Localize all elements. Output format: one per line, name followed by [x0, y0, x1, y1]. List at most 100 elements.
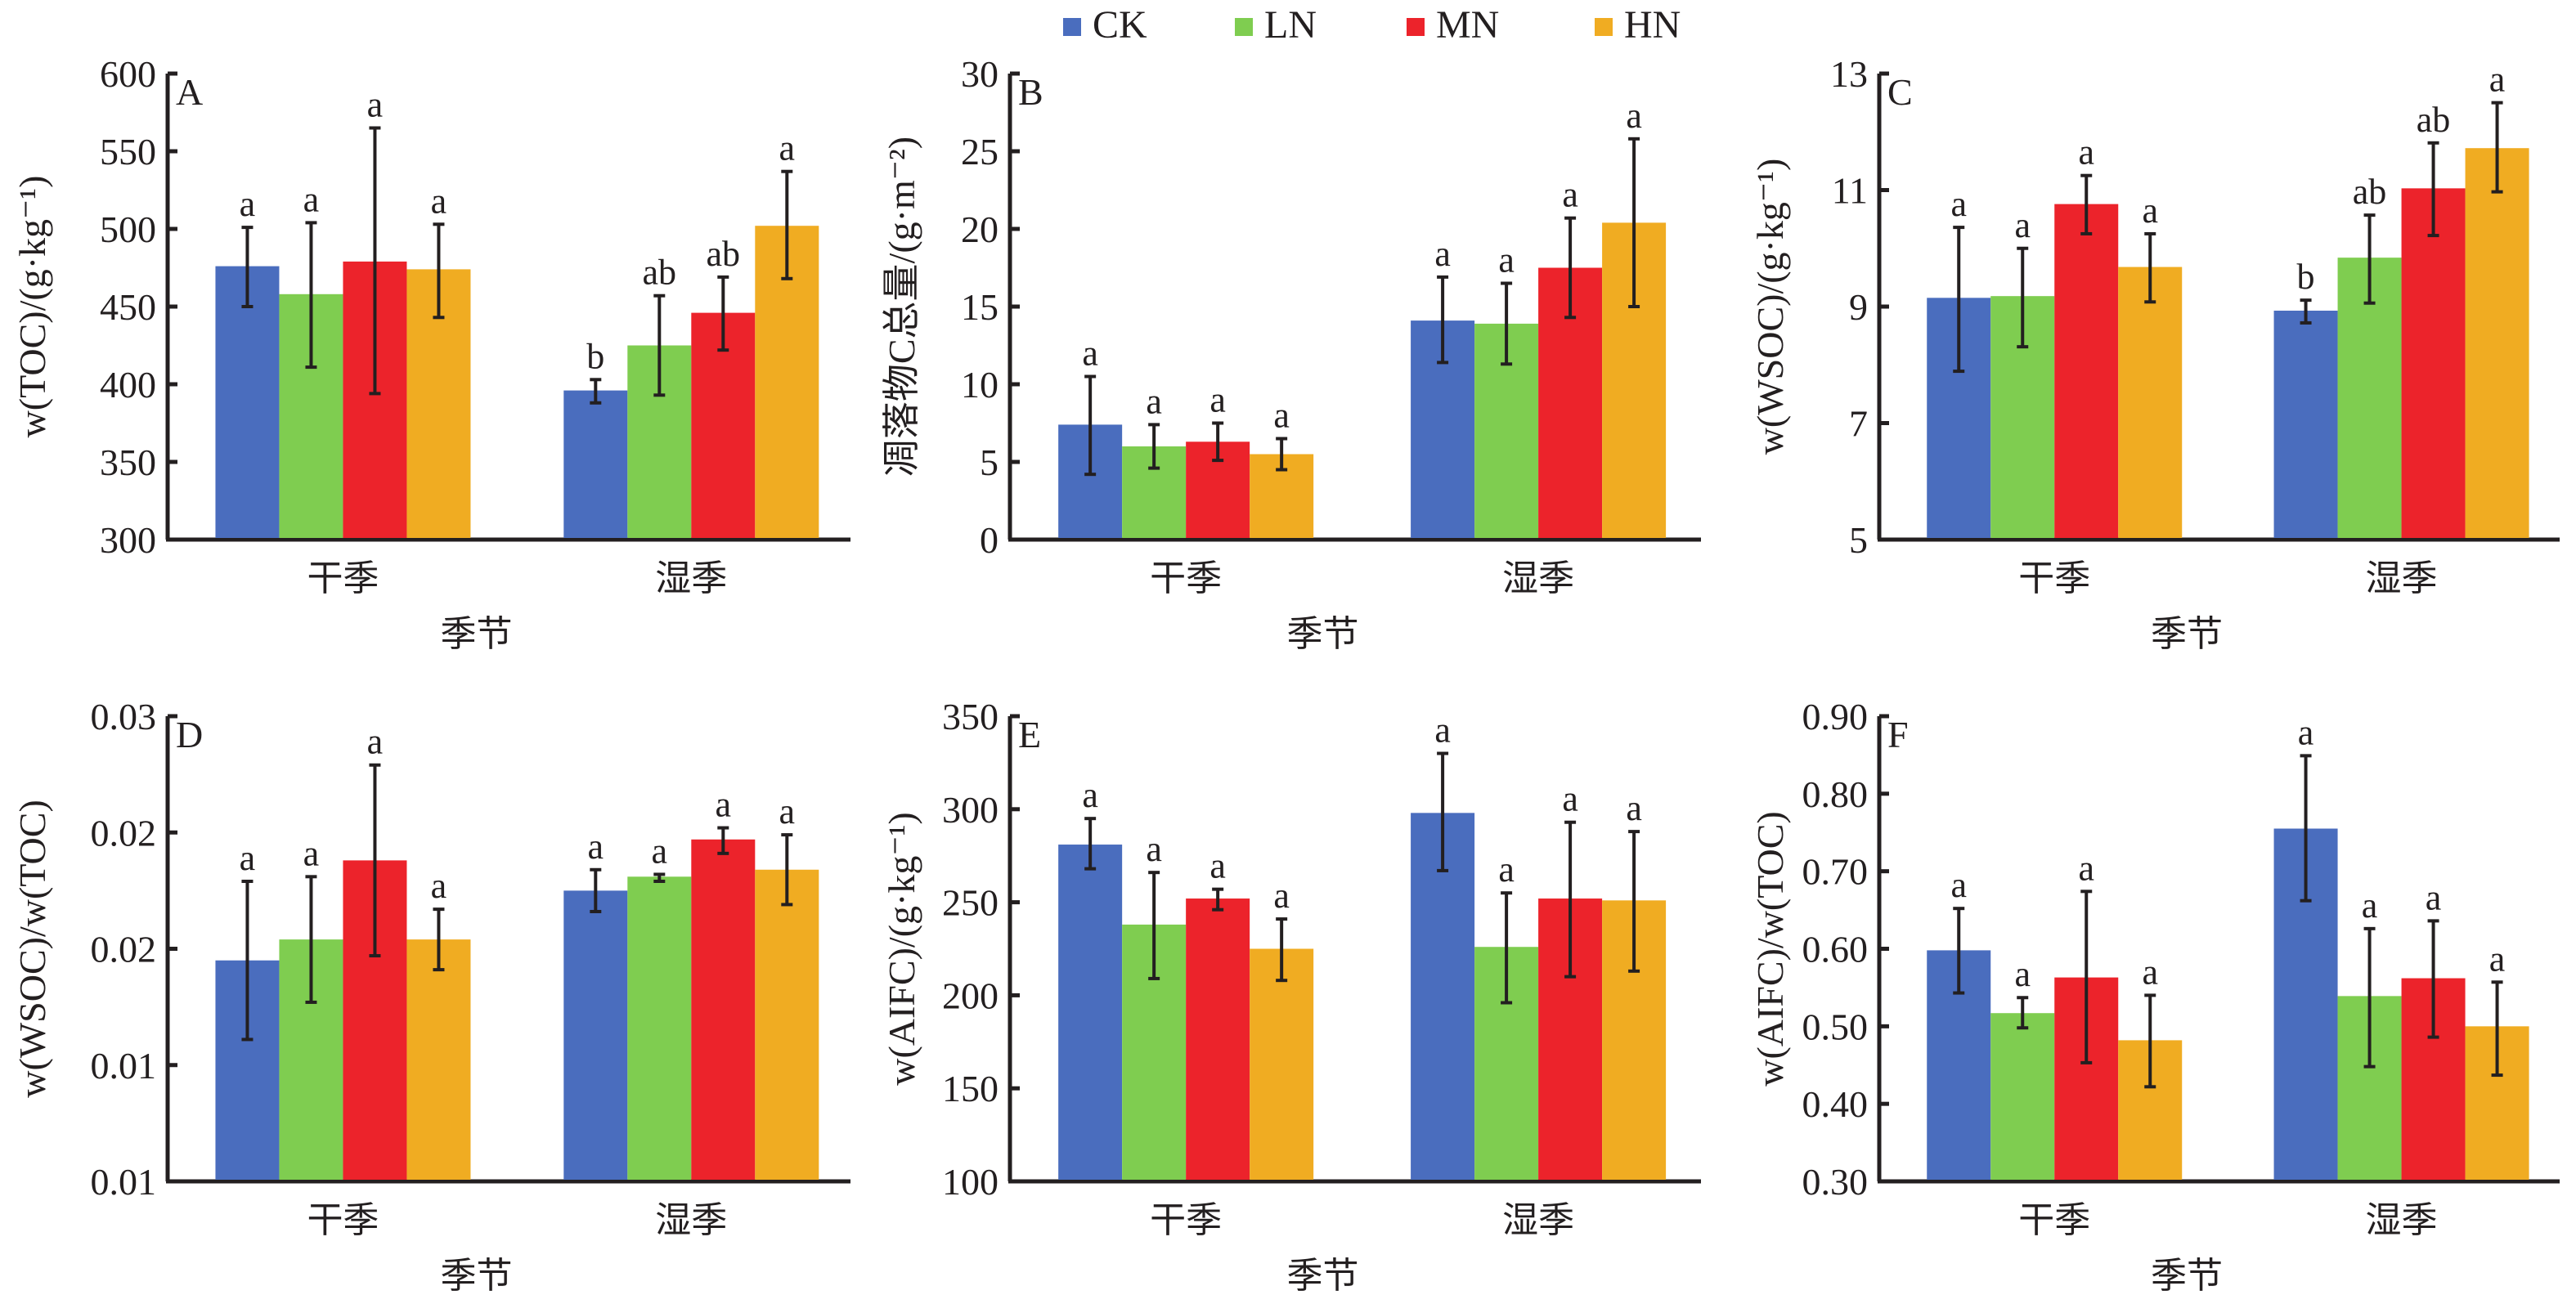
error-bar-ln	[1148, 423, 1160, 470]
y-tick-label: 30	[961, 53, 999, 95]
significance-label: a	[2142, 190, 2158, 231]
bar-mn	[1186, 898, 1250, 1180]
bar-ln	[627, 876, 692, 1180]
bar-ck	[563, 390, 628, 538]
y-axis-title: w(WSOC)/w(TOC)	[11, 800, 53, 1098]
bar-group-dry: a a a a	[1058, 775, 1314, 1180]
y-tick-label: 9	[1849, 286, 1868, 328]
panel-b: 0 5 10 15 20 25 30 B 凋落物C总量/(g·m⁻²) a a a a 干季 a a a a 湿季季…	[881, 53, 1701, 655]
significance-label: a	[716, 785, 732, 825]
significance-label: a	[2142, 952, 2158, 992]
error-bar-hn	[2491, 101, 2503, 194]
error-bar-hn	[1628, 137, 1640, 308]
y-tick-label: 300	[942, 789, 999, 831]
significance-label: a	[2014, 205, 2031, 245]
x-tick-label: 干季	[307, 1199, 379, 1241]
legend-label-mn: MN	[1436, 3, 1499, 47]
bar-group-wet: a a a a	[1411, 96, 1667, 538]
y-tick-label: 100	[942, 1161, 999, 1203]
x-axis-title: 季节	[441, 613, 513, 655]
error-bar-mn	[1212, 421, 1224, 463]
significance-label: a	[1626, 96, 1642, 136]
significance-label: a	[431, 181, 447, 221]
x-axis-title: 季节	[2151, 1255, 2223, 1297]
error-bar-ln	[1501, 891, 1513, 1005]
significance-label: a	[431, 866, 447, 906]
legend-swatch-hn	[1595, 18, 1613, 36]
bar-group-dry: a a a a	[1927, 132, 2183, 538]
y-tick-label: 0.60	[1802, 929, 1869, 970]
error-bar-ln	[2363, 213, 2376, 305]
legend: CK LN MN HN	[1063, 3, 1681, 47]
y-axis-title: w(AIFC)/(g·kg⁻¹)	[881, 812, 922, 1085]
y-tick-label: 0.01	[91, 1161, 157, 1203]
error-bar-ln	[653, 294, 666, 397]
y-tick-label: 450	[100, 286, 156, 328]
error-bar-ck	[590, 867, 602, 913]
error-bar-ck	[590, 378, 602, 405]
error-bar-ln	[2363, 926, 2376, 1069]
bar-ck	[563, 890, 628, 1180]
error-bar-ck	[1084, 374, 1097, 477]
y-tick-label: 5	[980, 441, 999, 483]
significance-label: a	[1273, 876, 1290, 916]
panel-letter: E	[1018, 714, 1041, 755]
x-tick-label: 湿季	[1502, 1199, 1574, 1241]
legend-swatch-mn	[1407, 18, 1425, 36]
error-bar-hn	[781, 833, 793, 907]
error-bar-mn	[2080, 173, 2093, 235]
x-tick-label: 湿季	[1502, 558, 1574, 599]
y-tick-label: 11	[1832, 170, 1868, 212]
y-tick-label: 15	[961, 286, 999, 328]
x-axis-title: 季节	[1287, 613, 1359, 655]
bar-group-wet: a a a a	[2273, 712, 2529, 1180]
legend-swatch-ln	[1235, 18, 1253, 36]
y-tick-label: 0.90	[1802, 696, 1869, 737]
y-tick-label: 0.02	[91, 929, 157, 970]
bar-group-wet: a a a a	[563, 785, 819, 1180]
y-tick-label: 0.03	[91, 696, 157, 737]
error-bar-hn	[433, 907, 445, 972]
y-tick-label: 5	[1849, 519, 1868, 561]
significance-label: a	[1950, 184, 1967, 224]
significance-label: ab	[2353, 172, 2387, 212]
bar-ck	[1058, 845, 1123, 1180]
error-bar-hn	[2144, 993, 2156, 1089]
error-bar-ln	[2017, 996, 2029, 1030]
y-tick-label: 25	[961, 131, 999, 173]
error-bar-ln	[305, 875, 317, 1004]
legend-label-ln: LN	[1264, 3, 1317, 47]
y-axis-title: w(AIFC)/w(TOC)	[1749, 811, 1791, 1086]
x-tick-label: 干季	[1150, 558, 1222, 599]
y-axis-title: w(TOC)/(g·kg⁻¹)	[11, 176, 53, 438]
bar-hn	[755, 869, 819, 1180]
legend-item-ln: LN	[1235, 3, 1317, 47]
panel-letter: B	[1018, 71, 1043, 113]
significance-label: a	[1209, 380, 1226, 420]
error-bar-hn	[2144, 231, 2156, 304]
panel-letter: A	[176, 71, 203, 113]
y-tick-label: 0.01	[91, 1045, 157, 1087]
y-tick-label: 10	[961, 364, 999, 406]
legend-swatch-ck	[1063, 18, 1081, 36]
significance-label: a	[2014, 954, 2031, 994]
bar-hn	[2465, 148, 2529, 538]
error-bar-ck	[2300, 754, 2312, 903]
legend-label-ck: CK	[1093, 3, 1147, 47]
significance-label: a	[779, 791, 796, 831]
y-tick-label: 300	[100, 519, 156, 561]
significance-label: a	[1950, 865, 1967, 905]
error-bar-ln	[305, 221, 317, 370]
bar-group-dry: a a a a	[1058, 334, 1314, 538]
y-tick-label: 500	[100, 208, 156, 250]
x-axis-title: 季节	[441, 1255, 513, 1297]
error-bar-mn	[369, 126, 381, 396]
significance-label: a	[1209, 846, 1226, 886]
error-bar-mn	[717, 275, 729, 352]
significance-label: a	[1082, 775, 1098, 815]
bar-ck	[2273, 310, 2338, 538]
